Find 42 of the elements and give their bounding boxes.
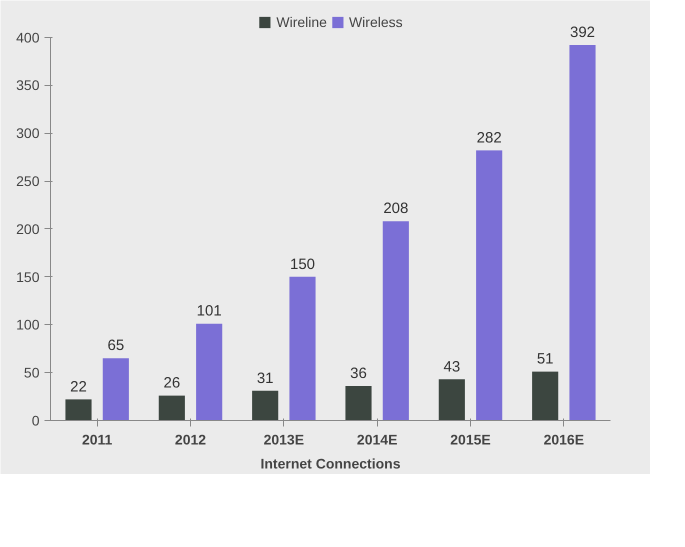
data-label: 101 xyxy=(196,302,222,320)
x-tick-label: 2011 xyxy=(82,432,113,448)
bar xyxy=(532,372,558,420)
bar xyxy=(252,390,278,420)
bar xyxy=(158,396,185,420)
bar xyxy=(438,379,465,420)
y-tick-label: 50 xyxy=(24,364,40,381)
data-label: 43 xyxy=(443,358,460,376)
data-label: 51 xyxy=(536,350,554,368)
data-label: 36 xyxy=(350,365,367,382)
data-label: 26 xyxy=(163,374,180,392)
x-tick-label: 2013E xyxy=(264,432,304,448)
y-tick-label: 250 xyxy=(16,173,40,190)
y-tick-label: 400 xyxy=(16,29,40,46)
y-tick-label: 300 xyxy=(16,125,40,142)
x-tick-label: 2014E xyxy=(356,432,398,448)
legend-label: Wireless xyxy=(348,14,403,30)
data-label: 282 xyxy=(476,129,502,146)
legend-label: Wireline xyxy=(276,14,327,30)
bar xyxy=(196,324,222,420)
y-tick-label: 150 xyxy=(16,268,40,285)
data-label: 392 xyxy=(570,24,596,41)
data-label: 31 xyxy=(256,370,274,387)
bar xyxy=(476,150,502,420)
data-label: 65 xyxy=(107,337,124,354)
x-axis-title: Internet Connections xyxy=(260,456,401,472)
y-tick-label: 100 xyxy=(16,316,40,333)
bar xyxy=(102,358,129,420)
bar xyxy=(289,276,316,420)
bar xyxy=(569,44,596,420)
bar xyxy=(65,399,92,420)
data-label: 22 xyxy=(70,378,87,396)
y-tick-label: 200 xyxy=(16,220,40,237)
x-tick-label: 2016E xyxy=(544,432,584,448)
y-tick-label: 0 xyxy=(32,412,40,428)
x-tick-label: 2015E xyxy=(450,432,491,448)
y-tick-label: 350 xyxy=(16,77,40,94)
bar xyxy=(382,221,409,420)
bar xyxy=(345,386,372,420)
data-label: 208 xyxy=(383,200,408,218)
data-label: 150 xyxy=(290,256,316,273)
x-tick-label: 2012 xyxy=(174,432,206,448)
